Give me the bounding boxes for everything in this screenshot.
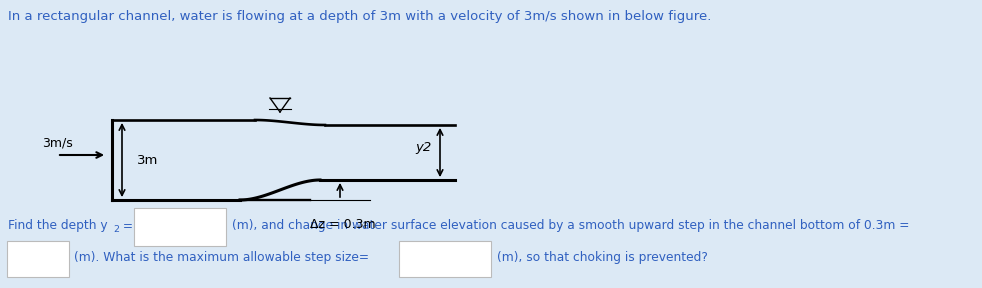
FancyBboxPatch shape	[134, 208, 226, 246]
Text: y2: y2	[415, 141, 431, 154]
Text: In a rectangular channel, water is flowing at a depth of 3m with a velocity of 3: In a rectangular channel, water is flowi…	[8, 10, 711, 23]
FancyBboxPatch shape	[399, 241, 491, 277]
FancyBboxPatch shape	[7, 241, 69, 277]
Text: Find the depth y: Find the depth y	[8, 219, 108, 232]
Text: (m), and change in water surface elevation caused by a smooth upward step in the: (m), and change in water surface elevati…	[232, 219, 909, 232]
Text: (m), so that choking is prevented?: (m), so that choking is prevented?	[497, 251, 708, 264]
Text: 2: 2	[113, 225, 119, 234]
Text: =: =	[119, 219, 133, 232]
Text: 3m/s: 3m/s	[42, 137, 73, 149]
Text: Δz = 0.3m: Δz = 0.3m	[310, 218, 376, 231]
Text: 3m: 3m	[137, 154, 158, 166]
Text: (m). What is the maximum allowable step size=: (m). What is the maximum allowable step …	[74, 251, 369, 264]
